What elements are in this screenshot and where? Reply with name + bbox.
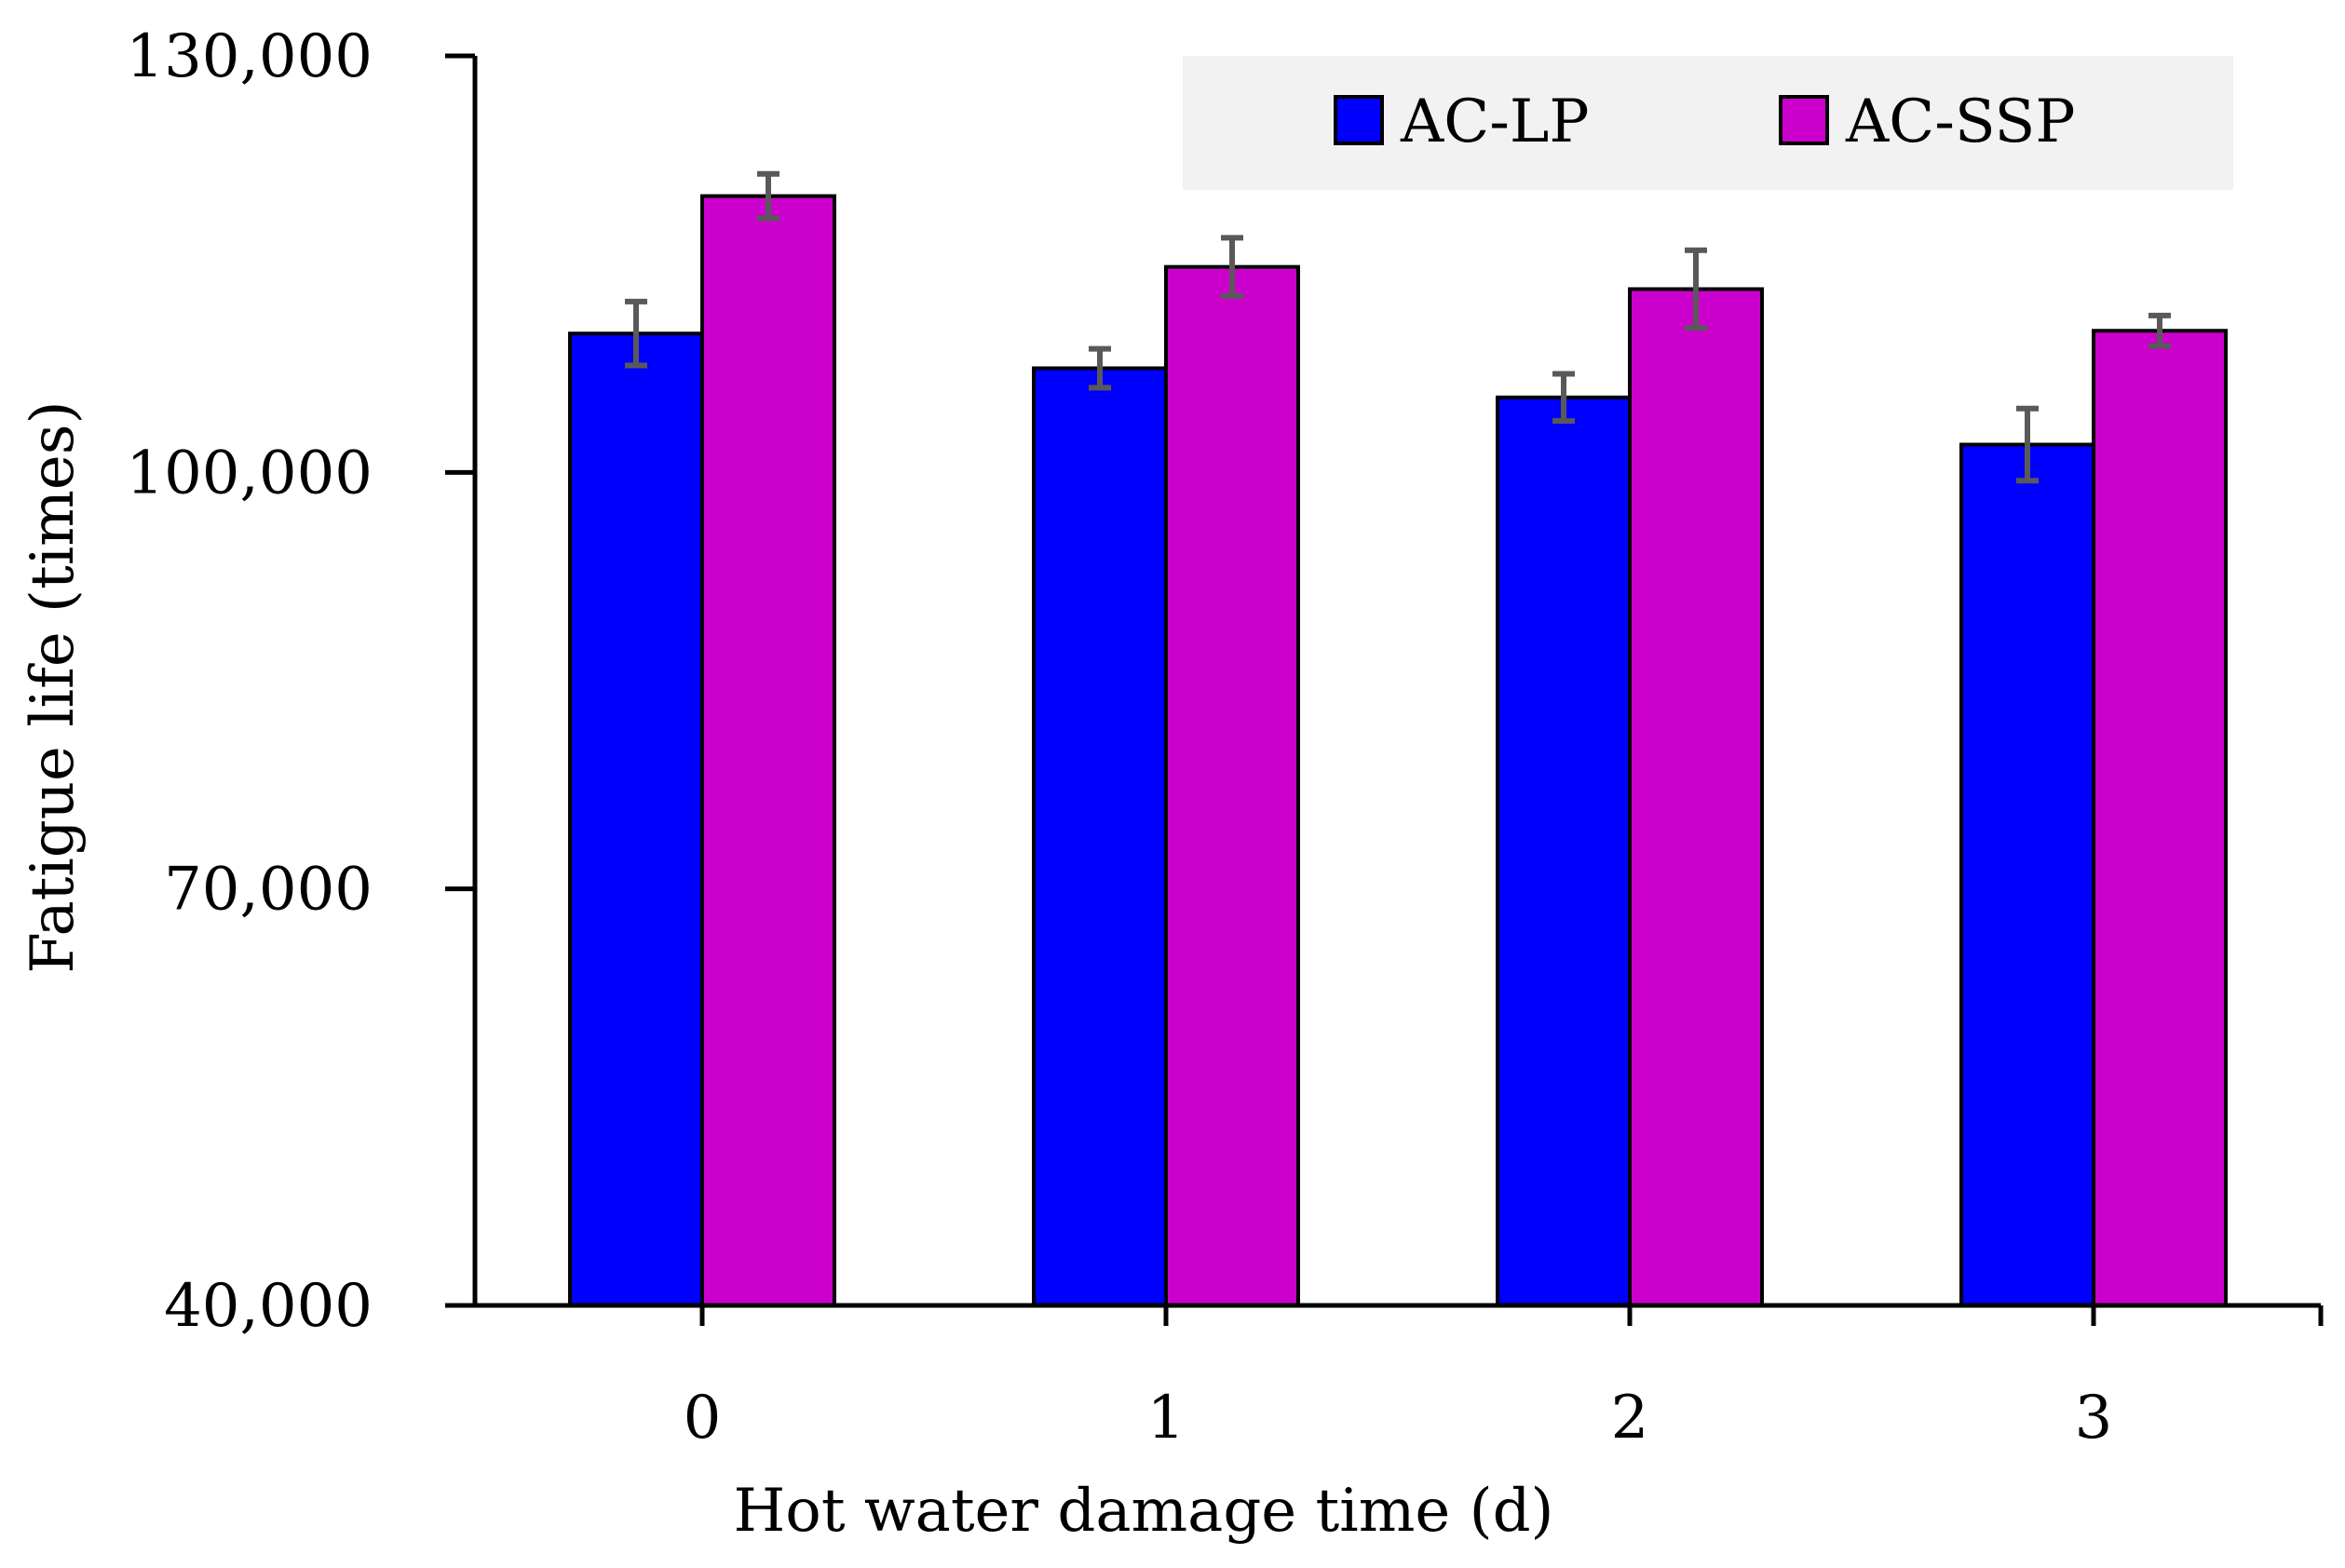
x-ticks-layer: 0 1 2 3: [684, 1305, 2324, 1453]
legend-swatch-ac-ssp: [1779, 95, 1829, 145]
legend-label-ac-lp: AC-LP: [1400, 88, 1589, 156]
bar-ac-ssp-0: [700, 194, 836, 1308]
x-axis-title: Hot water damage time (d): [733, 1477, 1553, 1546]
bar-ac-lp-3: [1959, 442, 2095, 1307]
bar-ac-ssp-3: [2092, 329, 2228, 1307]
error-bar-ac-lp-1: [1089, 345, 1111, 391]
error-bar-ac-ssp-3: [2148, 312, 2171, 349]
legend: AC-LP AC-SSP: [1183, 56, 2233, 190]
error-bar-ac-ssp-0: [757, 170, 779, 222]
legend-swatch-ac-lp: [1334, 95, 1384, 145]
x-tick-label: 0: [684, 1384, 722, 1453]
error-bars-layer: [625, 170, 2171, 484]
axes-layer: [445, 56, 2321, 1308]
y-ticks-layer: 40,000 70,000 100,000 130,000: [126, 22, 475, 1341]
x-tick-label: 3: [2075, 1384, 2113, 1453]
y-tick-label: 40,000: [164, 1272, 373, 1341]
error-bar-ac-lp-3: [2016, 405, 2039, 484]
bar-ac-lp-2: [1496, 395, 1632, 1307]
error-bar-ac-ssp-1: [1221, 235, 1243, 299]
x-tick-label: 1: [1147, 1384, 1186, 1453]
bar-ac-lp-0: [568, 331, 704, 1308]
error-bar-ac-lp-0: [625, 298, 647, 369]
legend-label-ac-ssp: AC-SSP: [1845, 88, 2075, 156]
y-tick-label: 70,000: [164, 856, 373, 925]
error-bar-ac-lp-2: [1552, 371, 1575, 425]
bar-ac-ssp-2: [1628, 287, 1764, 1307]
bar-ac-ssp-1: [1164, 264, 1300, 1307]
bars-layer: [568, 194, 2228, 1308]
bar-ac-lp-1: [1032, 366, 1168, 1307]
y-tick-label: 100,000: [126, 439, 373, 507]
x-tick-label: 2: [1611, 1384, 1649, 1453]
y-axis-title: Fatigue life (times): [19, 400, 88, 973]
error-bar-ac-ssp-2: [1685, 247, 1707, 331]
y-tick-label: 130,000: [126, 22, 373, 91]
